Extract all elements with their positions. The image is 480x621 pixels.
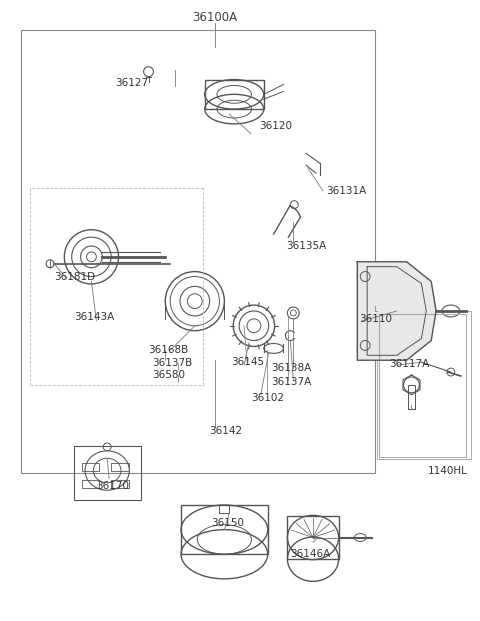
Bar [21, 30, 375, 473]
Bar [82, 463, 99, 471]
Text: 36120: 36120 [259, 121, 292, 131]
Text: 36142: 36142 [210, 426, 243, 436]
Bar [111, 463, 129, 471]
Bar [74, 446, 141, 500]
Text: 36146A: 36146A [290, 549, 330, 560]
Text: 36170: 36170 [96, 481, 129, 491]
Text: 36110: 36110 [360, 314, 392, 324]
Bar [408, 385, 415, 409]
Text: 36117A: 36117A [389, 359, 429, 369]
Text: 36145: 36145 [231, 357, 264, 367]
Text: 36168B: 36168B [148, 345, 189, 355]
Bar [82, 481, 99, 488]
Polygon shape [357, 261, 436, 360]
Text: 36100A: 36100A [192, 11, 237, 24]
Bar [377, 311, 470, 459]
Bar [288, 516, 338, 559]
Text: 36580: 36580 [153, 370, 185, 380]
Bar [204, 79, 264, 109]
Text: 36138A: 36138A [271, 363, 311, 373]
Text: 36181D: 36181D [54, 271, 95, 281]
Text: 36102: 36102 [251, 392, 284, 402]
Text: 36150: 36150 [211, 518, 244, 528]
Bar [111, 481, 129, 488]
Bar [379, 314, 466, 457]
Text: 36135A: 36135A [287, 241, 327, 251]
Text: 1140HL: 1140HL [428, 466, 468, 476]
Bar [181, 505, 268, 555]
Text: 36137A: 36137A [271, 377, 311, 387]
Text: 36143A: 36143A [74, 312, 114, 322]
Text: 36131A: 36131A [326, 186, 366, 196]
Text: 36127: 36127 [115, 78, 148, 88]
Text: 36137B: 36137B [153, 358, 193, 368]
